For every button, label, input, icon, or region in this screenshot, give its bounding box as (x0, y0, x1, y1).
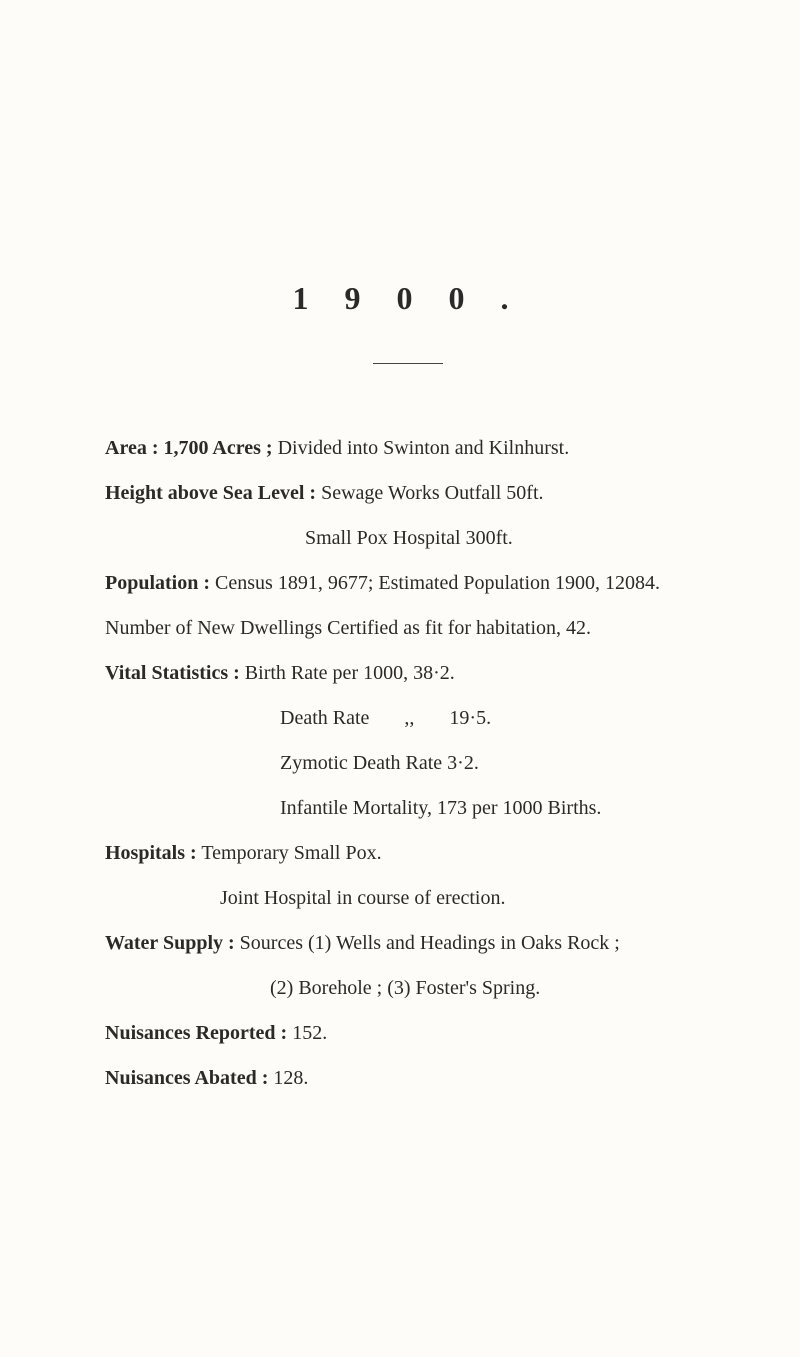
entry-hospitals-line2: Joint Hospital in course of erection. (105, 879, 710, 918)
entry-water: Water Supply : Sources (1) Wells and Hea… (105, 924, 710, 963)
water-label: Water Supply : (105, 932, 235, 954)
vital-death-pre: Death Rate (280, 707, 369, 729)
hospitals-line1: Temporary Small Pox. (201, 842, 381, 864)
area-text: Divided into Swinton and Kilnhurst. (278, 437, 570, 459)
height-line1: Sewage Works Outfall 50ft. (321, 482, 543, 504)
title-rule (373, 363, 443, 364)
population-text: Census 1891, 9677; Estimated Population … (215, 572, 660, 594)
area-label: Area : (105, 437, 159, 459)
entry-vital-infantile: Infantile Mortality, 173 per 1000 Births… (105, 789, 710, 828)
ditto-mark: ,, (394, 699, 424, 738)
entry-nuisances-abated: Nuisances Abated : 128. (105, 1059, 710, 1098)
vital-infantile: Infantile Mortality, 173 per 1000 Births… (280, 797, 601, 819)
title-rule-wrap (105, 351, 710, 369)
document-page: 1 9 0 0 . Area : 1,700 Acres ; Divided i… (0, 0, 800, 1104)
entry-dwellings: Number of New Dwellings Certified as fit… (105, 609, 710, 648)
height-label: Height above Sea Level : (105, 482, 316, 504)
nuis-ab-label: Nuisances Abated : (105, 1067, 268, 1089)
entry-area: Area : 1,700 Acres ; Divided into Swinto… (105, 429, 710, 468)
entry-hospitals: Hospitals : Temporary Small Pox. (105, 834, 710, 873)
entry-vital-zymotic: Zymotic Death Rate 3·2. (105, 744, 710, 783)
nuis-rep-label: Nuisances Reported : (105, 1022, 287, 1044)
vital-death-val: 19·5. (449, 707, 491, 729)
water-line1: Sources (1) Wells and Headings in Oaks R… (240, 932, 620, 954)
entry-water-line2: (2) Borehole ; (3) Foster's Spring. (105, 969, 710, 1008)
entry-population: Population : Census 1891, 9677; Estimate… (105, 564, 710, 603)
nuis-rep-text: 152. (292, 1022, 327, 1044)
entry-vital: Vital Statistics : Birth Rate per 1000, … (105, 654, 710, 693)
water-line2: (2) Borehole ; (3) Foster's Spring. (270, 977, 540, 999)
page-title: 1 9 0 0 . (105, 280, 710, 317)
entry-nuisances-reported: Nuisances Reported : 152. (105, 1014, 710, 1053)
entry-height-line2: Small Pox Hospital 300ft. (105, 519, 710, 558)
vital-zymotic: Zymotic Death Rate 3·2. (280, 752, 479, 774)
hospitals-line2: Joint Hospital in course of erection. (220, 887, 506, 909)
nuis-ab-text: 128. (273, 1067, 308, 1089)
population-label: Population : (105, 572, 210, 594)
area-acres: 1,700 Acres ; (164, 437, 273, 459)
height-line2: Small Pox Hospital 300ft. (305, 527, 513, 549)
dwellings-text: Number of New Dwellings Certified as fit… (105, 617, 591, 639)
vital-label: Vital Statistics : (105, 662, 240, 684)
entry-vital-death: Death Rate ,, 19·5. (105, 699, 710, 738)
hospitals-label: Hospitals : (105, 842, 197, 864)
vital-birth: Birth Rate per 1000, 38·2. (245, 662, 455, 684)
entry-height: Height above Sea Level : Sewage Works Ou… (105, 474, 710, 513)
